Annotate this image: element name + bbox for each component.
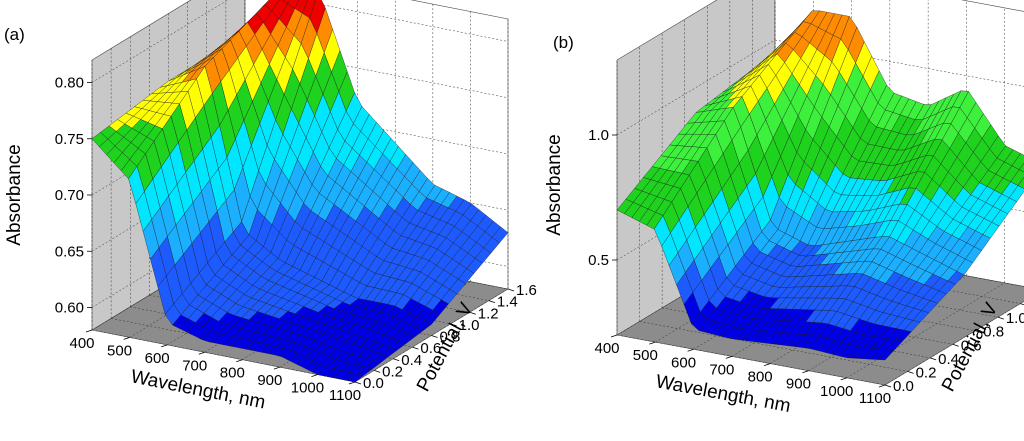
- z-tick-label: 0.80: [55, 75, 84, 92]
- x-tick-mark: [198, 351, 205, 355]
- x-tick-mark: [348, 381, 356, 385]
- chart-panel-b: 400 500 600 700 800 900 1000 11000.00.20.40.60.…: [544, 0, 1024, 417]
- z-tick-label: 0.65: [55, 243, 84, 260]
- z-tick-label: 1.0: [588, 127, 609, 144]
- y-tick-mark: [412, 346, 419, 350]
- z-axis-title: Absorbance: [4, 144, 25, 245]
- y-tick-mark: [354, 381, 362, 385]
- x-tick-label: 900: [786, 376, 811, 393]
- y-tick-mark: [952, 343, 959, 347]
- y-tick-mark: [507, 288, 515, 292]
- y-tick-label: 1.0: [1006, 310, 1024, 327]
- x-tick-mark: [236, 359, 243, 363]
- x-tick-mark: [273, 366, 280, 370]
- y-tick-mark: [488, 300, 496, 304]
- y-tick-label: 0.0: [893, 378, 914, 395]
- floor-gridline: [884, 301, 1024, 386]
- y-tick-label: 0.2: [916, 364, 937, 381]
- y-tick-mark: [1020, 303, 1024, 306]
- y-tick-label: 1.2: [478, 305, 499, 322]
- surface-cell: [877, 349, 895, 361]
- y-tick-mark: [975, 330, 982, 334]
- left-wall-gridline: [616, 39, 776, 136]
- z-tick-label: 0.60: [55, 300, 84, 317]
- y-tick-label: 0.8: [440, 329, 461, 346]
- x-tick-mark: [123, 337, 130, 340]
- y-tick-mark: [997, 316, 1004, 320]
- x-tick-mark: [85, 329, 93, 333]
- x-tick-label: 800: [748, 369, 773, 386]
- x-tick-label: 700: [182, 357, 207, 374]
- panel-label-b: (b): [553, 33, 574, 52]
- panel-label-a: (a): [4, 25, 25, 44]
- y-tick-label: 0.2: [382, 363, 403, 380]
- x-tick-mark: [687, 348, 694, 352]
- left-wall-gridline: [91, 0, 229, 83]
- y-tick-label: 0.8: [983, 324, 1004, 341]
- y-tick-label: 1.6: [516, 282, 537, 299]
- x-tick-mark: [764, 363, 771, 366]
- x-tick-label: 1100: [859, 390, 891, 407]
- x-tick-label: 500: [633, 347, 658, 364]
- y-tick-mark: [373, 369, 381, 373]
- x-tick-label: 800: [220, 365, 245, 382]
- floor-gridline: [91, 329, 356, 383]
- y-tick-label: 0.4: [938, 351, 959, 368]
- y-tick-label: 0.0: [363, 375, 384, 392]
- x-tick-label: 600: [145, 350, 170, 367]
- y-tick-mark: [884, 384, 892, 388]
- x-tick-mark: [802, 370, 809, 374]
- x-tick-label: 400: [69, 335, 94, 352]
- y-tick-mark: [930, 357, 937, 361]
- y-tick-mark: [907, 371, 914, 374]
- y-tick-label: 1.0: [459, 317, 480, 334]
- x-tick-label: 500: [107, 342, 132, 359]
- x-tick-label: 400: [594, 340, 619, 357]
- x-tick-label: 1000: [291, 380, 324, 397]
- z-tick-label: 0.70: [55, 187, 84, 204]
- floor-gridline: [846, 282, 1005, 379]
- y-tick-mark: [393, 358, 400, 362]
- x-tick-label: 1100: [329, 387, 361, 404]
- x-tick-mark: [311, 374, 318, 377]
- x-tick-mark: [840, 377, 847, 381]
- z-tick-label: 0.5: [588, 252, 609, 269]
- y-tick-label: 0.4: [401, 352, 422, 369]
- y-tick-label: 0.6: [420, 340, 441, 357]
- x-tick-mark: [161, 344, 168, 348]
- x-tick-label: 900: [257, 372, 282, 389]
- z-axis-title: Absorbance: [544, 134, 565, 235]
- surface-cell: [1019, 162, 1024, 173]
- x-tick-label: 700: [709, 361, 734, 378]
- x-tick-label: 1000: [820, 383, 853, 400]
- floor-gridline: [111, 318, 375, 371]
- panel-a-surface: [91, 0, 509, 383]
- y-tick-mark: [450, 323, 457, 327]
- x-tick-mark: [610, 334, 618, 338]
- chart-panel-a: 400 500 600 700 800 900 1000 11000.00.20.40.60.…: [4, 0, 537, 413]
- x-tick-mark: [725, 356, 732, 359]
- panel-b-surface: [616, 10, 1024, 361]
- y-tick-mark: [469, 311, 476, 315]
- x-tick-mark: [649, 341, 656, 345]
- floor-gridline: [639, 321, 908, 372]
- y-tick-mark: [431, 335, 438, 338]
- y-tick-label: 1.4: [497, 294, 518, 311]
- x-tick-label: 600: [671, 354, 696, 371]
- floor-gridline: [616, 334, 886, 386]
- y-tick-label: 0.6: [961, 337, 982, 354]
- z-tick-label: 0.75: [55, 131, 84, 148]
- x-tick-mark: [878, 384, 886, 388]
- surface-cell: [347, 373, 364, 383]
